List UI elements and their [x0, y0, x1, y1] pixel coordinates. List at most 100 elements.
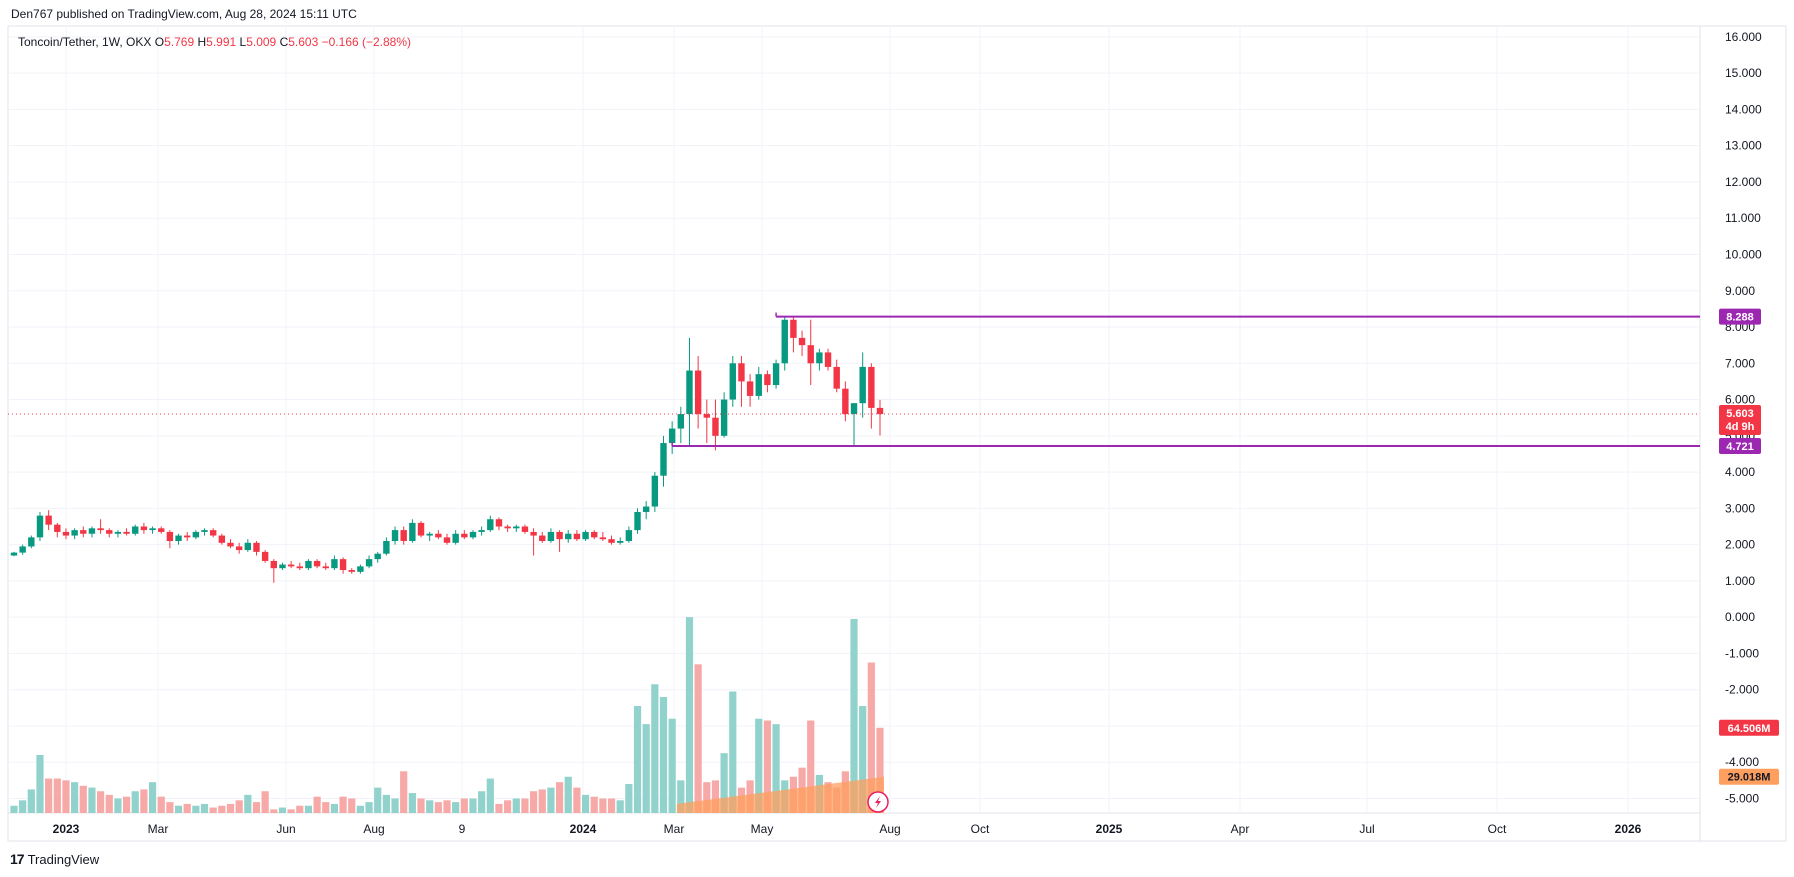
last-price-label: 5.603: [1726, 408, 1754, 420]
volume-bar: [625, 783, 633, 813]
candle-body: [400, 530, 407, 541]
volume-ma-badge-label: 29.018M: [1728, 772, 1771, 784]
candle-body: [738, 363, 745, 382]
time-tick-label: May: [751, 822, 774, 836]
volume-badge: [1719, 719, 1779, 736]
volume-bar: [226, 803, 235, 813]
candle-body: [158, 528, 165, 532]
candle-body: [209, 530, 217, 536]
candle-body: [876, 407, 884, 415]
volume-bar: [434, 802, 442, 813]
volume-bar: [114, 798, 122, 813]
volume-bar: [443, 800, 451, 813]
symbol-legend: Toncoin/Tether, 1W, OKX O5.769 H5.991 L5…: [18, 35, 411, 49]
low-label: L: [239, 35, 247, 49]
price-tick-label: 11.000: [1725, 211, 1761, 225]
candle-body: [547, 531, 555, 541]
volume-bar: [235, 800, 243, 813]
brand-name: TradingView: [27, 851, 100, 867]
time-tick-label: 2024: [570, 822, 597, 836]
candle-body: [868, 366, 875, 408]
candle-body: [651, 475, 659, 507]
volume-bar: [495, 803, 503, 813]
candle-body: [54, 524, 61, 532]
price-tick-label: 10.000: [1725, 247, 1762, 261]
candle-body: [261, 551, 269, 561]
volume-bar: [460, 798, 468, 813]
symbol-title[interactable]: Toncoin/Tether, 1W, OKX: [18, 35, 152, 49]
candle-body: [599, 537, 607, 540]
footer-brand[interactable]: 17 TradingView: [10, 851, 99, 867]
open-value: 5.769: [164, 35, 195, 49]
candle-body: [530, 531, 537, 536]
price-tick-label: -2.000: [1725, 683, 1759, 697]
volume-bar: [97, 791, 105, 813]
volume-bar: [356, 805, 364, 813]
candle-body: [720, 399, 728, 436]
candle-body: [582, 531, 589, 540]
candle-body: [435, 533, 442, 538]
high-label: H: [197, 35, 207, 49]
volume-bar: [287, 809, 295, 813]
volume-bar: [538, 789, 546, 813]
volume-bar: [486, 778, 494, 813]
candle-body: [660, 443, 667, 476]
candle-body: [816, 352, 823, 364]
time-tick-label: Jun: [276, 822, 295, 836]
volume-bar: [278, 807, 287, 813]
volume-bar: [408, 793, 416, 813]
volume-bar: [564, 776, 572, 813]
volume-bar: [209, 807, 217, 813]
level-badge: [1719, 437, 1761, 454]
candle-body: [374, 553, 381, 560]
candle-body: [764, 374, 771, 386]
time-tick-label: 2026: [1615, 822, 1642, 836]
volume-bar: [720, 753, 728, 813]
lightning-icon[interactable]: [867, 791, 889, 813]
candle-body: [322, 566, 329, 569]
volume-bar: [633, 706, 642, 813]
candle-body: [123, 531, 130, 534]
price-tick-label: -1.000: [1725, 646, 1759, 660]
candle-body: [807, 345, 814, 364]
volume-bar: [365, 802, 373, 813]
candle-body: [668, 428, 676, 444]
candle-body: [703, 414, 710, 418]
volume-bar: [607, 798, 616, 813]
time-tick-label: Oct: [971, 822, 990, 836]
tradingview-logo-icon: 17: [10, 851, 25, 867]
level-badge-label: 8.288: [1726, 312, 1754, 324]
time-tick-label: 2025: [1096, 822, 1123, 836]
candle-body: [625, 530, 633, 541]
published-line: Den767 published on TradingView.com, Aug…: [11, 7, 357, 21]
candle-body: [565, 533, 572, 540]
volume-bar: [400, 771, 408, 813]
volume-bar: [339, 796, 347, 813]
volume-bar: [122, 796, 131, 813]
volume-bar: [659, 696, 668, 813]
countdown-label: 4d 9h: [1726, 421, 1755, 433]
chart-frame: [7, 25, 1787, 842]
candle-body: [383, 540, 390, 554]
candle-body: [417, 522, 425, 536]
candle-body: [97, 528, 104, 531]
candle-body: [426, 533, 433, 536]
price-tick-label: -5.000: [1725, 791, 1759, 805]
volume-bar: [703, 782, 711, 813]
candle-body: [850, 403, 858, 415]
price-tick-label: 2.000: [1725, 538, 1755, 552]
volume-bar: [850, 618, 858, 813]
price-tick-label: 15.000: [1725, 66, 1762, 80]
time-tick-label: Aug: [363, 822, 384, 836]
candle-body: [305, 560, 312, 569]
candle-body: [114, 531, 122, 534]
price-tick-label: 0.000: [1725, 610, 1755, 624]
candle-body: [45, 515, 52, 525]
volume-bar: [417, 798, 425, 813]
candle-body: [452, 533, 459, 543]
candle-body: [539, 535, 546, 541]
candle-body: [409, 522, 416, 541]
candle-body: [270, 560, 277, 569]
